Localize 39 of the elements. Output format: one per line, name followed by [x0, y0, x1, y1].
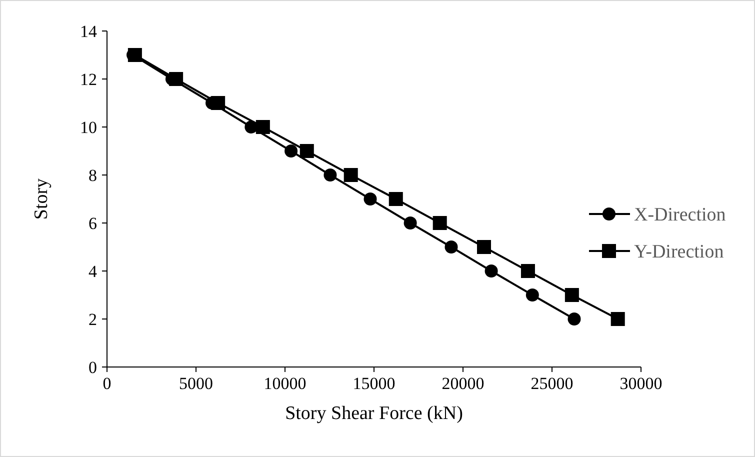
legend-label: Y-Direction: [634, 242, 724, 263]
y-axis-title: Story: [31, 178, 52, 220]
point: [300, 144, 314, 158]
x-tick-label: 5000: [179, 374, 213, 393]
point: [404, 216, 417, 230]
y-tick-label: 2: [88, 310, 97, 329]
point: [364, 192, 377, 206]
x-tick-label: 15000: [352, 374, 396, 393]
y-tick-label: 0: [88, 358, 97, 377]
point: [169, 72, 184, 86]
x-tick-label: 25000: [530, 374, 574, 393]
point: [568, 312, 581, 326]
point: [477, 240, 492, 254]
point: [526, 288, 539, 302]
y-tick-label: 6: [88, 214, 97, 233]
y-tick-label: 14: [80, 22, 98, 41]
point: [211, 96, 226, 110]
x-tick-label: 0: [102, 374, 112, 393]
x-tick-label: 20000: [442, 374, 484, 393]
point: [324, 168, 337, 182]
point: [128, 48, 142, 62]
x-tick-label: 30000: [620, 374, 662, 393]
point: [484, 264, 498, 278]
y-tick-label: 10: [80, 118, 97, 137]
point: [284, 144, 298, 158]
point: [520, 264, 535, 278]
legend-label: X-Direction: [634, 204, 726, 226]
y-tick-label: 4: [88, 262, 98, 281]
x-axis-title: Story Shear Force (kN): [285, 403, 463, 424]
point: [344, 168, 358, 182]
y-tick-label: 12: [80, 70, 97, 89]
point: [432, 216, 447, 230]
x-tick-label: 10000: [264, 374, 306, 393]
point: [610, 312, 625, 326]
point: [444, 240, 458, 254]
y-tick-label: 8: [88, 166, 97, 185]
point: [564, 288, 579, 302]
point: [388, 192, 403, 206]
point: [256, 120, 270, 134]
